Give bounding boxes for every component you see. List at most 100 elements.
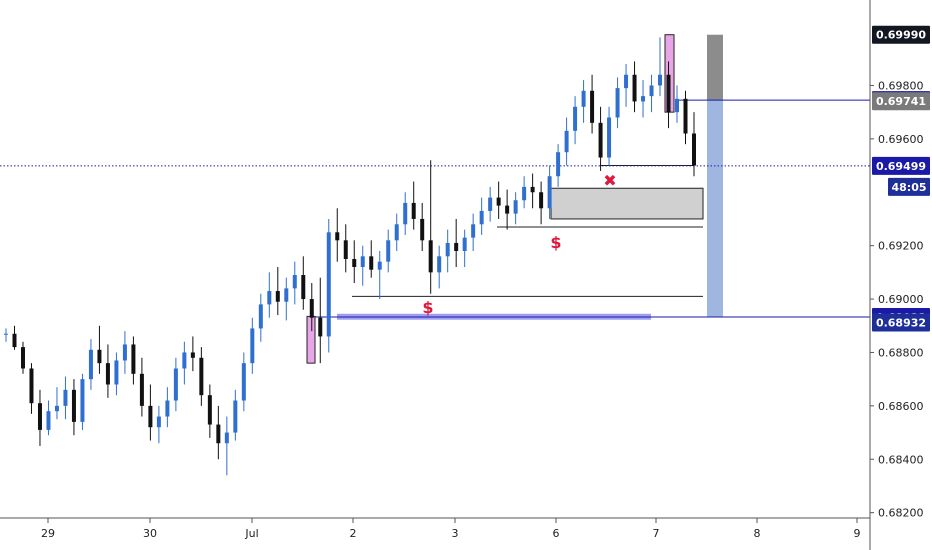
- candle-body: [462, 237, 467, 251]
- candle-body: [513, 200, 518, 214]
- price-tag: [872, 313, 930, 332]
- candle-body: [335, 232, 340, 241]
- price-tag-label: 48:05: [891, 181, 926, 194]
- candle-body: [292, 275, 297, 289]
- candle-body: [20, 347, 25, 369]
- candle-body: [445, 242, 450, 257]
- demand-zone-box: [550, 187, 704, 220]
- candle-body: [165, 400, 170, 417]
- candle-body: [173, 368, 178, 401]
- candle-body: [692, 133, 696, 166]
- candle-body: [326, 232, 331, 337]
- candle-body: [403, 202, 408, 225]
- candle-body: [88, 349, 93, 380]
- candle-body: [267, 291, 272, 305]
- candle-body: [54, 405, 59, 412]
- candle-body: [454, 242, 459, 251]
- candle-body: [63, 389, 68, 406]
- candle-body: [547, 176, 552, 209]
- candle-body: [199, 357, 204, 396]
- candle-body: [505, 205, 510, 214]
- candle-body: [394, 224, 399, 241]
- candle-body: [114, 360, 119, 385]
- candle-body: [233, 400, 238, 433]
- candle-body: [386, 240, 391, 262]
- candle-body: [284, 288, 289, 302]
- candle-body: [97, 349, 102, 364]
- candle-body: [318, 317, 323, 337]
- y-tick-label: 0.68600: [878, 400, 924, 413]
- candle-body: [666, 74, 671, 113]
- candle-body: [573, 106, 578, 131]
- candle-body: [190, 352, 195, 358]
- price-tag: [872, 156, 930, 175]
- candle-body: [360, 256, 365, 268]
- candle-body: [598, 122, 603, 158]
- candle-body: [309, 299, 314, 318]
- candle-body: [80, 379, 85, 422]
- candle-body: [4, 333, 8, 335]
- candle-body: [29, 368, 34, 404]
- x-tick-label: 9: [854, 527, 861, 540]
- y-tick-label: 0.68200: [878, 507, 924, 520]
- candle-body: [683, 98, 688, 134]
- x-tick-label: 7: [653, 527, 660, 540]
- candle-body: [377, 261, 382, 270]
- y-tick-label: 0.69600: [878, 133, 924, 146]
- candle-body: [207, 395, 212, 425]
- price-tag: [872, 25, 930, 44]
- candle-body: [488, 197, 493, 211]
- candle-body: [556, 152, 561, 177]
- price-tag: [872, 92, 930, 111]
- y-tick-label: 0.69000: [878, 293, 924, 306]
- candle-body: [182, 352, 187, 369]
- candle-body: [343, 240, 348, 259]
- candle-body: [12, 333, 17, 348]
- invalidation-marker: ✖: [603, 171, 616, 190]
- x-tick-label: 2: [350, 527, 357, 540]
- candle-body: [241, 363, 246, 401]
- candle-body: [496, 197, 501, 206]
- x-tick-label: 3: [452, 527, 459, 540]
- candle-body: [479, 210, 484, 225]
- candle-body: [250, 328, 255, 364]
- liquidity-marker: $: [422, 298, 433, 317]
- candle-body: [71, 389, 76, 422]
- candle-body: [275, 291, 280, 302]
- candle-body: [632, 74, 637, 102]
- candle-body: [428, 240, 433, 273]
- candle-body: [641, 96, 646, 102]
- candle-body: [581, 90, 586, 107]
- x-tick-label: 30: [143, 527, 157, 540]
- price-tag-label: 0.68932: [876, 317, 926, 330]
- candle-body: [530, 186, 535, 193]
- candle-body: [649, 85, 654, 97]
- x-tick-label: 29: [41, 527, 55, 540]
- candle-body: [420, 218, 425, 241]
- candle-body: [539, 192, 544, 209]
- candle-body: [658, 74, 663, 86]
- candle-body: [122, 344, 127, 361]
- price-tag-label: 0.69741: [876, 95, 926, 108]
- y-tick-label: 0.68800: [878, 346, 924, 359]
- candle-body: [607, 117, 612, 158]
- candle-body: [522, 186, 527, 201]
- candle-body: [590, 90, 595, 123]
- candle-body: [369, 256, 374, 270]
- candle-body: [471, 224, 476, 238]
- candle-body: [615, 88, 620, 118]
- candle-body: [352, 259, 357, 268]
- candles-layer: [4, 37, 696, 476]
- price-tag: [888, 177, 930, 196]
- candle-body: [139, 373, 144, 406]
- candle-body: [46, 411, 51, 430]
- candle-body: [216, 424, 221, 444]
- y-tick-label: 0.69200: [878, 240, 924, 253]
- stop-projection-bar: [707, 34, 723, 101]
- candle-body: [564, 130, 569, 153]
- target-projection-bar: [707, 100, 723, 317]
- candle-body: [37, 403, 42, 430]
- candle-body: [437, 256, 442, 273]
